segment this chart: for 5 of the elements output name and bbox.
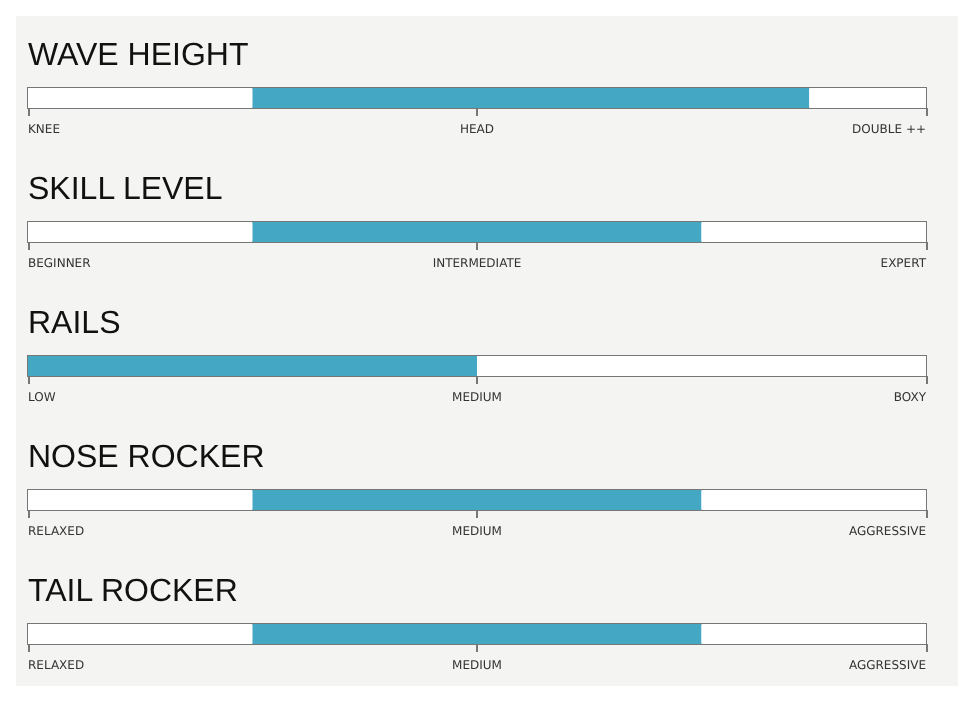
text: NOSE ROCKER xyxy=(28,441,265,475)
text: RAILS xyxy=(28,307,121,341)
text: WAVE HEIGHT xyxy=(28,39,249,73)
text: SKILL LEVEL xyxy=(28,173,223,207)
text: TAIL ROCKER xyxy=(28,575,238,609)
